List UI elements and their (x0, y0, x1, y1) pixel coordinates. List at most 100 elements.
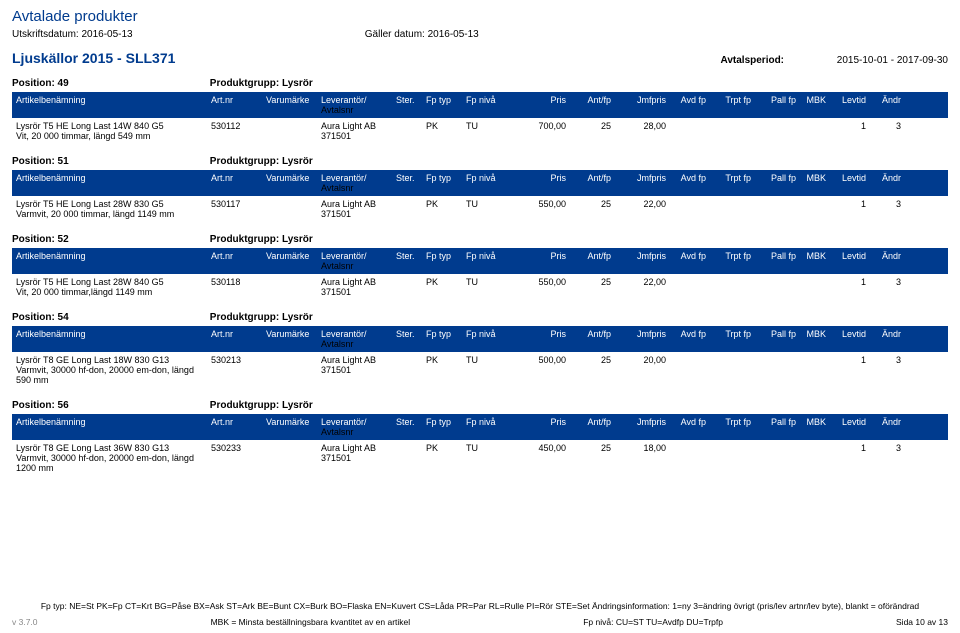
cell-andr: 3 (866, 355, 901, 385)
cell-andr: 3 (866, 277, 901, 297)
col-lev: Leverantör/ Avtalsnr (321, 95, 396, 115)
col-fptyp: Fp typ (426, 251, 466, 271)
cell-fpniva: TU (466, 355, 511, 385)
cell-pris: 700,00 (511, 121, 566, 141)
col-jmf: Jmfpris (611, 329, 666, 349)
cell-levtid: 1 (826, 355, 866, 385)
cell-fptyp: PK (426, 199, 466, 219)
col-antfp: Ant/fp (566, 329, 611, 349)
position-label: Position: 49 (12, 78, 207, 89)
position-label: Position: 54 (12, 312, 207, 323)
table-header: Artikelbenämning Art.nr Varumärke Levera… (12, 92, 948, 118)
cell-mbk (796, 443, 826, 473)
col-levtid: Levtid (826, 251, 866, 271)
cell-levtid: 1 (826, 121, 866, 141)
position-block: Position: 56 Produktgrupp: Lysrör Artike… (12, 400, 948, 476)
col-fpniva: Fp nivå (466, 95, 511, 115)
cell-lev: Aura Light AB 371501 (321, 443, 396, 473)
cell-jmf: 22,00 (611, 199, 666, 219)
cell-trpt (706, 277, 751, 297)
cell-trpt (706, 121, 751, 141)
col-antfp: Ant/fp (566, 417, 611, 437)
cell-brand (266, 277, 321, 297)
col-fptyp: Fp typ (426, 329, 466, 349)
position-block: Position: 54 Produktgrupp: Lysrör Artike… (12, 312, 948, 388)
table-header: Artikelbenämning Art.nr Varumärke Levera… (12, 248, 948, 274)
cell-pris: 500,00 (511, 355, 566, 385)
cell-name: Lysrör T5 HE Long Last 28W 830 G5 Varmvi… (16, 199, 211, 219)
cell-ster (396, 121, 426, 141)
cell-name: Lysrör T8 GE Long Last 18W 830 G13 Varmv… (16, 355, 211, 385)
table-header: Artikelbenämning Art.nr Varumärke Levera… (12, 170, 948, 196)
col-avd: Avd fp (666, 95, 706, 115)
col-antfp: Ant/fp (566, 173, 611, 193)
col-brand: Varumärke (266, 95, 321, 115)
footer: Fp typ: NE=St PK=Fp CT=Krt BG=Påse BX=As… (12, 601, 948, 627)
col-jmf: Jmfpris (611, 95, 666, 115)
position-label: Position: 52 (12, 234, 207, 245)
cell-antfp: 25 (566, 443, 611, 473)
period-value: 2015-10-01 - 2017-09-30 (837, 55, 948, 66)
col-pris: Pris (511, 95, 566, 115)
col-fptyp: Fp typ (426, 95, 466, 115)
print-date-label: Utskriftsdatum: (12, 29, 79, 40)
cell-jmf: 18,00 (611, 443, 666, 473)
col-lev: Leverantör/ Avtalsnr (321, 417, 396, 437)
col-jmf: Jmfpris (611, 251, 666, 271)
cell-avd (666, 443, 706, 473)
col-antfp: Ant/fp (566, 251, 611, 271)
cell-jmf: 28,00 (611, 121, 666, 141)
col-mbk: MBK (796, 173, 826, 193)
cell-lev: Aura Light AB 371501 (321, 199, 396, 219)
cell-lev: Aura Light AB 371501 (321, 277, 396, 297)
cell-mbk (796, 277, 826, 297)
col-mbk: MBK (796, 417, 826, 437)
cell-pall (751, 355, 796, 385)
cell-mbk (796, 355, 826, 385)
col-fpniva: Fp nivå (466, 417, 511, 437)
cell-name: Lysrör T5 HE Long Last 14W 840 G5 Vit, 2… (16, 121, 211, 141)
cell-andr: 3 (866, 443, 901, 473)
col-pris: Pris (511, 173, 566, 193)
col-andr: Ändr (866, 417, 901, 437)
col-name: Artikelbenämning (16, 329, 211, 349)
cell-pris: 550,00 (511, 199, 566, 219)
cell-avd (666, 277, 706, 297)
footer-version: v 3.7.0 (12, 617, 38, 627)
col-levtid: Levtid (826, 417, 866, 437)
col-pris: Pris (511, 251, 566, 271)
cell-brand (266, 199, 321, 219)
col-levtid: Levtid (826, 173, 866, 193)
col-lev: Leverantör/ Avtalsnr (321, 329, 396, 349)
cell-levtid: 1 (826, 199, 866, 219)
cell-antfp: 25 (566, 355, 611, 385)
table-row: Lysrör T8 GE Long Last 36W 830 G13 Varmv… (12, 440, 948, 476)
col-pall: Pall fp (751, 95, 796, 115)
col-ster: Ster. (396, 417, 426, 437)
col-andr: Ändr (866, 173, 901, 193)
col-fptyp: Fp typ (426, 173, 466, 193)
col-ster: Ster. (396, 251, 426, 271)
product-group-label: Produktgrupp: Lysrör (210, 400, 313, 411)
cell-antfp: 25 (566, 121, 611, 141)
cell-pris: 550,00 (511, 277, 566, 297)
col-artnr: Art.nr (211, 95, 266, 115)
cell-fptyp: PK (426, 277, 466, 297)
col-artnr: Art.nr (211, 417, 266, 437)
category-row: Ljuskällor 2015 - SLL371 Avtalsperiod: 2… (12, 50, 948, 66)
cell-mbk (796, 199, 826, 219)
col-trpt: Trpt fp (706, 251, 751, 271)
table-header: Artikelbenämning Art.nr Varumärke Levera… (12, 326, 948, 352)
position-block: Position: 52 Produktgrupp: Lysrör Artike… (12, 234, 948, 300)
col-avd: Avd fp (666, 329, 706, 349)
cell-andr: 3 (866, 121, 901, 141)
period: Avtalsperiod: 2015-10-01 - 2017-09-30 (720, 55, 948, 66)
cell-fptyp: PK (426, 443, 466, 473)
col-brand: Varumärke (266, 417, 321, 437)
product-group-label: Produktgrupp: Lysrör (210, 312, 313, 323)
product-group-label: Produktgrupp: Lysrör (210, 78, 313, 89)
position-header: Position: 54 Produktgrupp: Lysrör (12, 312, 948, 323)
col-fpniva: Fp nivå (466, 329, 511, 349)
cell-pris: 450,00 (511, 443, 566, 473)
position-header: Position: 56 Produktgrupp: Lysrör (12, 400, 948, 411)
